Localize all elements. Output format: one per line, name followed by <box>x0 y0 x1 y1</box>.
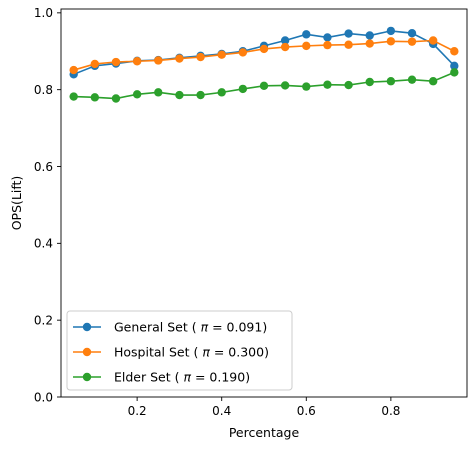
data-point <box>69 65 78 75</box>
series-2 <box>69 36 459 75</box>
ticks: 0.2 0.4 0.6 0.8 0.0 0.2 0.4 0.6 0.8 1.0 <box>34 6 401 418</box>
data-point <box>407 75 417 84</box>
data-point <box>259 44 269 54</box>
data-point <box>111 57 121 67</box>
data-point <box>154 88 163 97</box>
data-point <box>407 29 417 38</box>
data-point <box>428 77 438 86</box>
data-point <box>450 68 459 77</box>
y-tick-label: 0.4 <box>34 237 53 251</box>
x-tick-label: 0.6 <box>297 404 316 418</box>
data-point <box>238 48 248 57</box>
legend-marker <box>82 347 92 357</box>
legend-label: General Set ( π = 0.091) <box>114 320 267 335</box>
data-point <box>302 30 311 39</box>
x-tick-label: 0.4 <box>212 404 231 418</box>
data-point <box>175 90 184 100</box>
legend-item: Hospital Set ( π = 0.300) <box>73 345 269 360</box>
x-tick-label: 0.8 <box>381 404 400 418</box>
data-point <box>386 77 396 86</box>
data-point <box>386 37 396 46</box>
data-point <box>323 40 332 50</box>
legend-marker <box>82 322 92 332</box>
legend: General Set ( π = 0.091) Hospital Set ( π… <box>66 310 293 391</box>
data-point <box>450 61 459 71</box>
data-point <box>323 33 332 42</box>
data-point <box>344 40 353 49</box>
data-point <box>280 36 290 45</box>
data-point <box>196 90 205 100</box>
legend-item: General Set ( π = 0.091) <box>73 320 267 335</box>
y-tick-label: 0.8 <box>34 83 53 97</box>
series-3 <box>69 68 459 103</box>
legend-box <box>66 310 293 391</box>
axes-frame <box>60 8 468 398</box>
data-point <box>217 50 226 59</box>
data-point <box>365 39 374 48</box>
y-tick-label: 0.6 <box>34 160 53 174</box>
data-point <box>90 59 100 69</box>
legend-item: Elder Set ( π = 0.190) <box>73 370 250 385</box>
data-point <box>344 80 353 90</box>
data-point <box>365 77 374 87</box>
legend-label: Elder Set ( π = 0.190) <box>114 370 250 385</box>
data-point <box>302 41 311 51</box>
y-tick-label: 0.2 <box>34 313 53 327</box>
data-point <box>111 94 121 103</box>
y-tick-label: 0.0 <box>34 390 53 404</box>
data-point <box>132 90 142 99</box>
data-point <box>280 81 290 90</box>
data-point <box>407 37 417 46</box>
data-point <box>238 84 248 94</box>
data-point <box>386 26 396 36</box>
y-tick-label: 1.0 <box>34 6 53 20</box>
plot-area <box>69 26 459 103</box>
data-point <box>132 57 142 66</box>
data-point <box>154 56 163 65</box>
data-point <box>280 42 290 52</box>
data-point <box>428 36 438 45</box>
x-tick-label: 0.2 <box>128 404 147 418</box>
data-point <box>365 31 374 40</box>
x-axis-label: Percentage <box>229 425 300 440</box>
data-point <box>323 80 332 89</box>
data-point <box>344 29 353 38</box>
data-point <box>69 92 78 101</box>
legend-label: Hospital Set ( π = 0.300) <box>114 345 269 360</box>
data-point <box>217 88 226 97</box>
data-point <box>302 82 311 91</box>
y-axis-label: OPS(Lift) <box>9 176 24 231</box>
data-point <box>450 47 459 56</box>
data-point <box>196 52 205 62</box>
axes <box>60 8 468 398</box>
data-point <box>259 81 269 91</box>
legend-marker <box>82 372 92 382</box>
data-point <box>90 93 100 102</box>
data-point <box>175 54 184 63</box>
